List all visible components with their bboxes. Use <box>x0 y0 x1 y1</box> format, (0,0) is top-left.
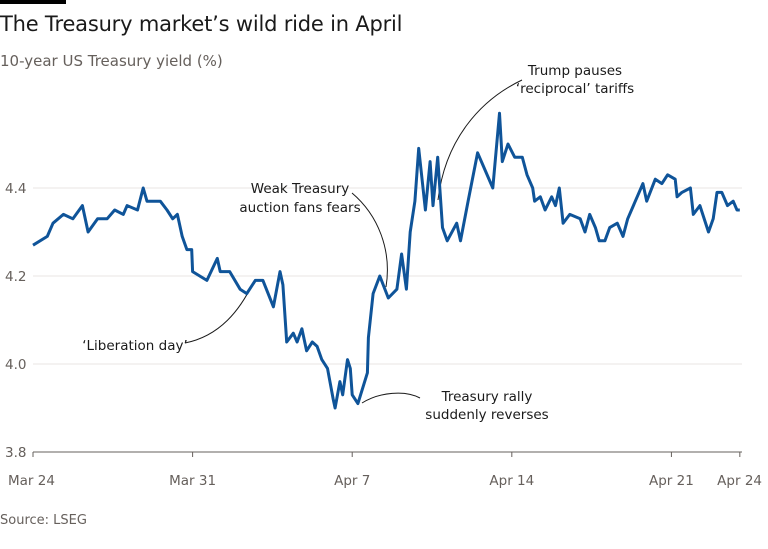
x-tick-label: Mar 24 <box>8 473 55 489</box>
y-tick-label: 4.2 <box>5 269 26 285</box>
y-tick-label: 4.0 <box>5 357 26 373</box>
x-tick-label: Apr 21 <box>649 473 694 489</box>
x-tick-label: Apr 14 <box>489 473 534 489</box>
annotation-rally-reverses-line2: suddenly reverses <box>425 407 548 423</box>
chart-title: The Treasury market’s wild ride in April <box>0 12 403 36</box>
annotation-connector-weak-auction <box>351 192 388 288</box>
annotation-weak-auction-line2: auction fans fears <box>239 200 360 216</box>
x-tick-label: Apr 7 <box>334 473 370 489</box>
x-tick-label: Apr 24 <box>717 473 762 489</box>
source-note: Source: LSEG <box>0 513 87 528</box>
annotation-trump-pauses-line2: ‘reciprocal’ tariffs <box>516 81 634 97</box>
annotation-weak-auction-line1: Weak Treasury <box>251 181 349 197</box>
brand-bar <box>0 0 66 4</box>
annotation-liberation-day: ‘Liberation day’ <box>82 338 188 354</box>
annotation-connector-trump-pauses <box>437 79 523 201</box>
y-tick-label: 4.4 <box>5 181 26 197</box>
y-tick-label: 3.8 <box>5 445 26 461</box>
yield-line <box>32 111 740 410</box>
annotation-rally-reverses-line1: Treasury rally <box>441 389 533 405</box>
annotation-trump-pauses-line1: Trump pauses <box>527 63 622 79</box>
annotation-connector-rally-reverses <box>361 392 421 404</box>
chart-subtitle: 10-year US Treasury yield (%) <box>0 52 223 70</box>
x-tick-label: Mar 31 <box>169 473 216 489</box>
